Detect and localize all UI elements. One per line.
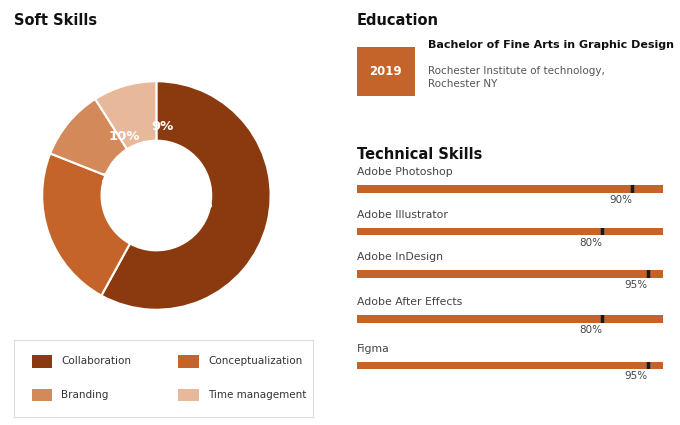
- Text: Adobe After Effects: Adobe After Effects: [357, 297, 462, 307]
- Wedge shape: [101, 81, 271, 310]
- Bar: [31, 355, 52, 368]
- Text: Collaboration: Collaboration: [61, 357, 131, 366]
- Text: 95%: 95%: [624, 371, 647, 382]
- Text: Adobe InDesign: Adobe InDesign: [357, 252, 443, 262]
- Wedge shape: [50, 99, 127, 176]
- Text: Adobe Illustrator: Adobe Illustrator: [357, 210, 448, 220]
- Text: 9%: 9%: [151, 120, 173, 133]
- Text: Technical Skills: Technical Skills: [357, 147, 482, 162]
- Bar: [31, 389, 52, 401]
- Text: Adobe Photoshop: Adobe Photoshop: [357, 167, 453, 177]
- Text: Conceptualization: Conceptualization: [208, 357, 303, 366]
- Text: 80%: 80%: [579, 325, 602, 335]
- FancyBboxPatch shape: [355, 45, 417, 97]
- Wedge shape: [95, 81, 156, 149]
- Text: Rochester Institute of technology,
Rochester NY: Rochester Institute of technology, Roche…: [428, 66, 605, 89]
- Bar: [178, 389, 199, 401]
- Text: Education: Education: [357, 13, 439, 28]
- Text: 58%: 58%: [181, 198, 212, 211]
- Text: 23%: 23%: [101, 172, 132, 185]
- Text: Soft Skills: Soft Skills: [14, 13, 97, 28]
- Bar: [178, 355, 199, 368]
- Text: 2019: 2019: [370, 65, 402, 78]
- Wedge shape: [42, 153, 130, 296]
- Text: Time management: Time management: [208, 390, 307, 400]
- Text: Figma: Figma: [357, 343, 390, 354]
- Text: Branding: Branding: [61, 390, 109, 400]
- Text: 80%: 80%: [579, 238, 602, 248]
- Text: Bachelor of Fine Arts in Graphic Design: Bachelor of Fine Arts in Graphic Design: [428, 40, 675, 51]
- Text: 10%: 10%: [109, 130, 140, 143]
- Text: 90%: 90%: [609, 195, 632, 205]
- Text: 95%: 95%: [624, 280, 647, 290]
